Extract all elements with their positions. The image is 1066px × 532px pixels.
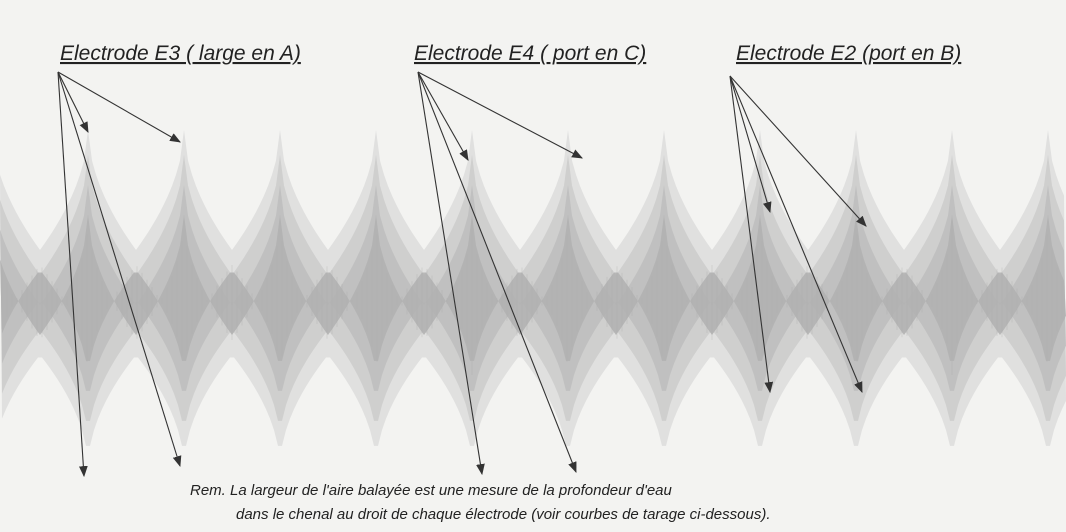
remark-line: Rem. La largeur de l'aire balayée est un… xyxy=(190,482,673,499)
electrode-label: Electrode E3 ( large en A) xyxy=(60,42,301,65)
remark-line: dans le chenal au droit de chaque électr… xyxy=(236,506,771,523)
electrode-label: Electrode E4 ( port en C) xyxy=(414,42,646,65)
electrode-label: Electrode E2 (port en B) xyxy=(736,42,961,65)
figure: Electrode E3 ( large en A) Electrode E4 … xyxy=(0,0,1066,532)
